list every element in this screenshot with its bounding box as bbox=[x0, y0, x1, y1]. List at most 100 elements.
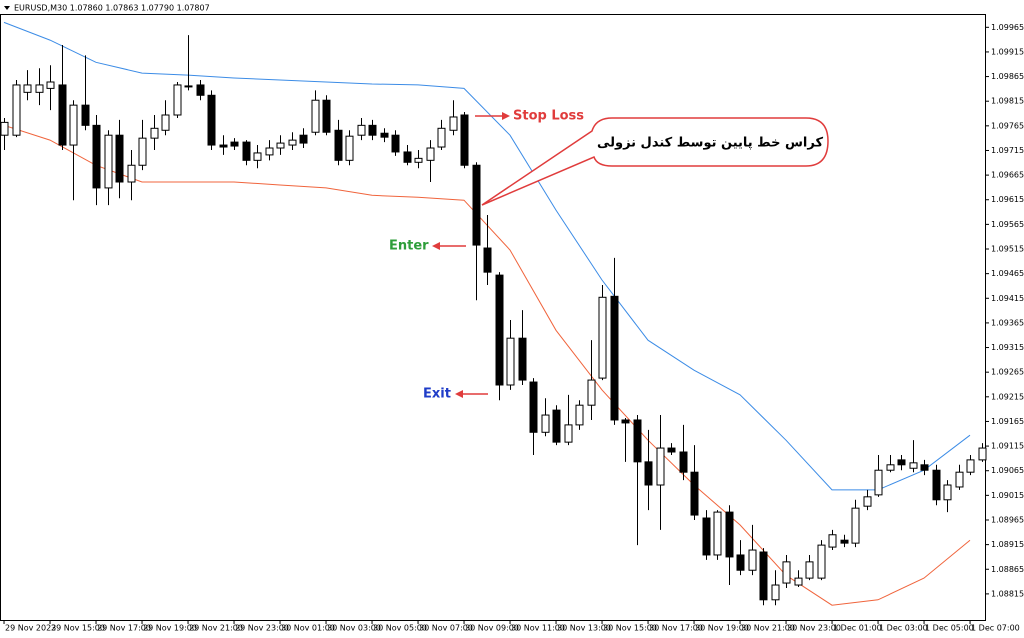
candle-body bbox=[414, 157, 423, 163]
candle-body bbox=[817, 544, 826, 579]
candle-body bbox=[794, 577, 803, 586]
y-tick-label: 1.08815 bbox=[991, 589, 1024, 598]
candle-body bbox=[656, 447, 665, 486]
stop-loss-arrow-head bbox=[502, 112, 510, 120]
x-tick-label: 1 Dec 05:00 bbox=[925, 624, 974, 633]
candle-body bbox=[23, 84, 32, 93]
candle-body bbox=[541, 414, 550, 433]
candle-body bbox=[368, 124, 377, 136]
x-tick-label: 1 Dec 03:00 bbox=[879, 624, 928, 633]
candle-body bbox=[725, 511, 734, 558]
candle-body bbox=[805, 561, 814, 579]
x-tick-label: 29 Nov 19:00 bbox=[143, 624, 197, 633]
candle-body bbox=[587, 379, 596, 406]
candle-body bbox=[426, 147, 435, 161]
y-tick-label: 1.09915 bbox=[991, 47, 1024, 56]
x-tick-label: 29 Nov 21:00 bbox=[189, 624, 243, 633]
candle-body bbox=[322, 99, 331, 133]
x-tick-label: 30 Nov 15:00 bbox=[603, 624, 657, 633]
x-tick-label: 29 Nov 23:00 bbox=[235, 624, 289, 633]
candle-body bbox=[966, 459, 975, 473]
candle-body bbox=[150, 127, 159, 139]
candle-body bbox=[610, 295, 619, 421]
candle-body bbox=[483, 247, 492, 273]
candle-body bbox=[299, 134, 308, 144]
candle-body bbox=[472, 164, 481, 246]
candle-body bbox=[81, 104, 90, 126]
y-tick-label: 1.09965 bbox=[991, 23, 1024, 32]
plot-area bbox=[0, 21, 987, 606]
enter-label: Enter bbox=[389, 239, 429, 254]
candle-body bbox=[851, 507, 860, 544]
candle-body bbox=[633, 419, 642, 463]
y-tick-label: 1.09165 bbox=[991, 417, 1024, 426]
menu-arrow[interactable] bbox=[4, 6, 10, 10]
candle-body bbox=[437, 127, 446, 148]
candle-body bbox=[242, 141, 251, 161]
candle-body bbox=[736, 554, 745, 571]
candle-body bbox=[127, 164, 136, 183]
candle-body bbox=[345, 135, 354, 161]
callout-text: کراس خط پایین توسط کندل نزولی bbox=[597, 136, 824, 151]
candle-body bbox=[58, 84, 67, 146]
candle-body bbox=[357, 124, 366, 136]
y-tick-label: 1.09815 bbox=[991, 97, 1024, 106]
stop-loss-label: Stop Loss bbox=[513, 109, 584, 124]
y-tick-label: 1.08965 bbox=[991, 515, 1024, 524]
candle-body bbox=[334, 129, 343, 161]
candle-body bbox=[380, 132, 389, 138]
candle-body bbox=[288, 139, 297, 146]
candle-body bbox=[690, 471, 699, 516]
candle-body bbox=[207, 94, 216, 146]
candle-body bbox=[552, 409, 561, 443]
callout-bubble bbox=[481, 117, 829, 206]
candle-body bbox=[403, 151, 412, 163]
candle-body bbox=[932, 469, 941, 501]
candle-body bbox=[909, 462, 918, 469]
candle-body bbox=[759, 551, 768, 601]
candle-body bbox=[702, 517, 711, 556]
y-tick-label: 1.09265 bbox=[991, 368, 1024, 377]
candle-body bbox=[644, 461, 653, 486]
y-tick-label: 1.09715 bbox=[991, 146, 1024, 155]
y-tick-label: 1.09415 bbox=[991, 294, 1024, 303]
candle-body bbox=[173, 84, 182, 116]
x-tick-label: 30 Nov 17:00 bbox=[649, 624, 703, 633]
candle-body bbox=[138, 137, 147, 166]
x-tick-label: 30 Nov 19:00 bbox=[695, 624, 749, 633]
x-tick-label: 29 Nov 2023 bbox=[5, 624, 56, 633]
y-tick-label: 1.09565 bbox=[991, 220, 1024, 229]
y-tick-label: 1.09665 bbox=[991, 171, 1024, 180]
x-tick-label: 29 Nov 15:00 bbox=[51, 624, 105, 633]
candle-body bbox=[598, 296, 607, 379]
annotations: کراس خط پایین توسط کندل نزولی Stop Loss … bbox=[388, 107, 829, 403]
x-tick-label: 30 Nov 21:00 bbox=[741, 624, 795, 633]
candle-body bbox=[184, 85, 193, 88]
y-tick-label: 1.09515 bbox=[991, 245, 1024, 254]
x-tick-label: 1 Dec 07:00 bbox=[971, 624, 1020, 633]
candle-body bbox=[46, 81, 55, 89]
y-tick-label: 1.09765 bbox=[991, 121, 1024, 130]
plot-frame bbox=[0, 14, 986, 621]
candle-body bbox=[104, 134, 113, 189]
candle-body bbox=[621, 419, 630, 424]
exit-label: Exit bbox=[423, 387, 451, 402]
x-tick-label: 30 Nov 07:00 bbox=[419, 624, 473, 633]
y-tick-label: 1.09465 bbox=[991, 269, 1024, 278]
candle-body bbox=[506, 337, 515, 386]
candle-body bbox=[771, 584, 780, 601]
candle-body bbox=[564, 424, 573, 443]
x-tick-label: 30 Nov 03:00 bbox=[327, 624, 381, 633]
x-tick-label: 30 Nov 13:00 bbox=[557, 624, 611, 633]
candle-body bbox=[518, 337, 527, 381]
candle-body bbox=[311, 99, 320, 133]
candle-body bbox=[943, 484, 952, 501]
x-tick-label: 1 Dec 01:00 bbox=[833, 624, 882, 633]
candle-body bbox=[863, 496, 872, 507]
candle-body bbox=[748, 549, 757, 571]
x-tick-label: 30 Nov 23:00 bbox=[787, 624, 841, 633]
candle-body bbox=[0, 121, 9, 136]
y-tick-label: 1.09015 bbox=[991, 491, 1024, 500]
